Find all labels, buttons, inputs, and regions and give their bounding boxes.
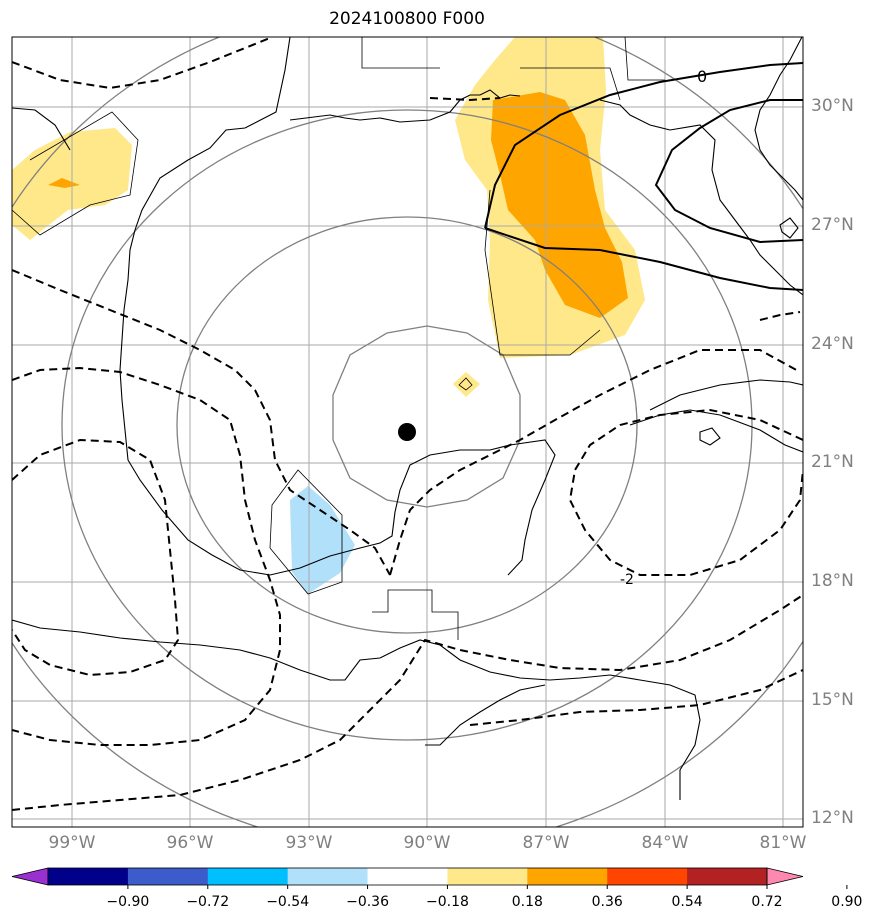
lat-label-15n: 15°N	[811, 690, 854, 710]
colorbar-outline	[47, 867, 768, 886]
lon-label-87w: 87°W	[522, 833, 570, 853]
range-rings	[12, 37, 803, 827]
borders	[12, 37, 665, 640]
shading-positive-small	[453, 372, 480, 397]
lat-label-24n: 24°N	[811, 334, 854, 354]
lat-label-12n: 12°N	[811, 808, 854, 828]
map-title: 2024100800 F000	[329, 9, 485, 29]
lat-label-27n: 27°N	[811, 215, 854, 235]
colorbar-segment	[207, 868, 289, 885]
contour-label-zero: 0	[697, 67, 707, 86]
map-panel: 0 -2	[11, 36, 804, 828]
shading-positive-mid	[491, 92, 628, 318]
colorbar-segment	[447, 868, 528, 885]
lon-label-81w: 81°W	[759, 833, 807, 853]
storm-center-marker	[398, 423, 416, 441]
lon-label-99w: 99°W	[48, 833, 96, 853]
colorbar	[11, 867, 848, 889]
lon-label-84w: 84°W	[641, 833, 689, 853]
colorbar-tick-label: 0.72	[751, 894, 783, 910]
colorbar-tick-label: 0.36	[591, 894, 623, 910]
lat-label-18n: 18°N	[811, 571, 854, 591]
colorbar-segment	[527, 868, 608, 885]
map-frame	[11, 36, 804, 828]
colorbar-segment	[287, 868, 369, 885]
colorbar-tick-label: −0.54	[266, 894, 310, 910]
colorbar-tick-label: −0.18	[425, 894, 469, 910]
colorbar-tick-label: 0.54	[671, 894, 703, 910]
colorbar-tick-label: 0.90	[831, 894, 863, 910]
lat-label-30n: 30°N	[811, 96, 854, 116]
lat-label-21n: 21°N	[811, 452, 854, 472]
lon-label-90w: 90°W	[403, 833, 451, 853]
lon-label-96w: 96°W	[166, 833, 214, 853]
colorbar-tick-label: 0.18	[511, 894, 543, 910]
colorbar-tick-label: −0.36	[346, 894, 389, 910]
colorbar-tick-label: −0.72	[186, 894, 230, 910]
colorbar-segment	[127, 868, 209, 885]
contours-negative	[12, 37, 803, 811]
colorbar-extend-low	[11, 867, 49, 886]
shading-negative-bay	[290, 486, 355, 594]
contour-label-minus-two: -2	[620, 572, 634, 588]
gridlines	[12, 37, 803, 827]
colorbar-segment	[607, 868, 688, 885]
colorbar-segment	[367, 868, 448, 885]
colorbar-extend-high	[766, 867, 804, 886]
colorbar-segment	[687, 868, 768, 885]
contours-positive	[484, 62, 803, 291]
colorbar-segment	[48, 868, 129, 885]
colorbar-tick-label: −0.90	[106, 894, 150, 910]
lon-label-93w: 93°W	[285, 833, 333, 853]
